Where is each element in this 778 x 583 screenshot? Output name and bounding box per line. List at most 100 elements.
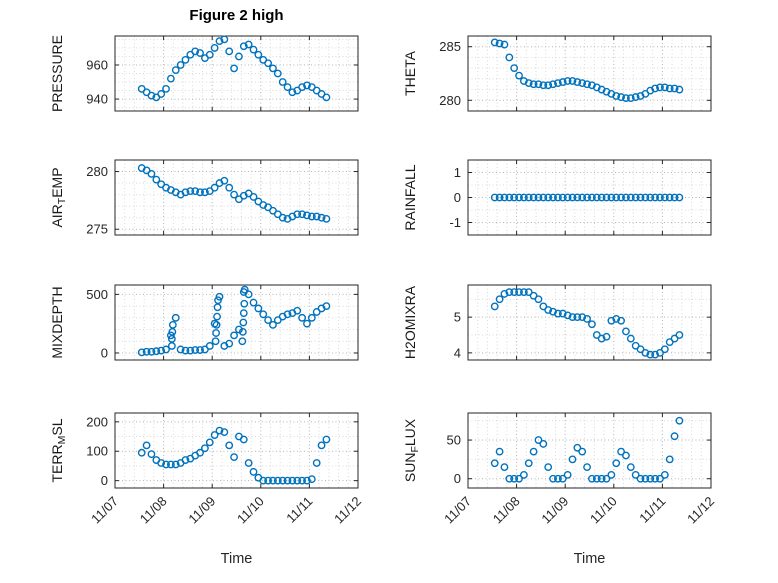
plot-border [114,284,359,361]
data-point [230,453,238,462]
data-point [656,193,664,202]
data-point [278,476,287,485]
data-point [641,193,650,202]
x-tick-label: 11/12 [331,494,364,527]
data-point [230,331,238,340]
subplot-h2omixra: 4 5 H2OMIXRA [402,284,712,361]
data-point [549,307,557,316]
data-point [675,331,684,339]
data-point [147,347,156,356]
data-point [142,347,151,356]
data-point [269,320,277,329]
data-point [303,319,311,328]
y-tick-label: 0 [454,190,461,205]
data-point [592,193,601,202]
data-point [568,455,577,464]
data-point [568,77,577,85]
x-tick-label: 11/11 [636,494,668,526]
data-point [307,475,316,484]
data-point [524,79,533,88]
data-point [505,53,514,62]
data-point [554,474,562,483]
data-point [607,470,616,479]
data-point [558,193,567,202]
data-point [225,183,234,192]
data-point [626,94,635,103]
data-point [675,416,684,425]
plot-border [114,159,359,236]
data-point [312,459,321,467]
x-tick-label: 11/10 [234,494,267,527]
data-point [524,288,533,297]
data-point [495,39,504,48]
y-axis-label: H2OMIXRA [402,285,418,359]
data-point [646,193,655,202]
data-point [322,93,331,102]
data-point [191,187,200,196]
data-point [495,447,504,456]
data-point [213,312,221,321]
data-point [239,42,248,51]
data-point [176,345,185,354]
data-point [665,455,674,464]
data-point [210,183,219,192]
data-point [607,316,616,325]
data-point [515,193,523,202]
data-point [239,318,248,327]
data-point [293,476,302,485]
data-point [665,193,674,202]
data-point [303,81,311,90]
data-point [646,474,655,483]
data-point [665,84,674,93]
data-point [505,288,514,297]
data-point [322,435,331,444]
data-point [269,64,277,73]
data-point [490,302,499,311]
data-point [607,193,616,202]
data-point [244,290,253,299]
data-point [529,80,538,89]
data-point [660,470,669,479]
data-point [602,332,611,341]
data-point [524,193,533,202]
data-point [249,467,258,476]
data-point [534,295,543,304]
data-point [162,84,170,93]
data-point [152,175,161,184]
data-point [602,474,611,483]
data-point [651,350,660,359]
data-point [186,346,195,355]
data-point [278,78,287,86]
data-point [578,447,587,456]
data-point [534,80,543,89]
data-point [166,74,175,83]
data-point [166,331,175,340]
plot-border [114,412,359,489]
data-point [249,193,258,201]
data-point [495,295,504,304]
y-tick-label: 285 [439,39,461,54]
data-point [554,193,562,202]
data-point [549,80,557,89]
data-point [510,64,519,73]
data-point [524,459,533,468]
data-point [142,441,151,450]
data-point [563,470,572,479]
plot-border [467,35,712,112]
data-point [500,40,509,49]
x-tick-label: 11/09 [538,494,571,527]
data-point [622,327,630,336]
data-point [665,338,674,347]
data-point [147,169,156,178]
data-point [244,40,253,49]
data-point [211,337,220,346]
data-point [583,463,591,472]
data-point [529,291,538,300]
data-point [515,71,523,80]
data-point [147,91,156,100]
data-point [534,193,543,202]
data-point [660,193,669,202]
data-point [563,193,572,202]
